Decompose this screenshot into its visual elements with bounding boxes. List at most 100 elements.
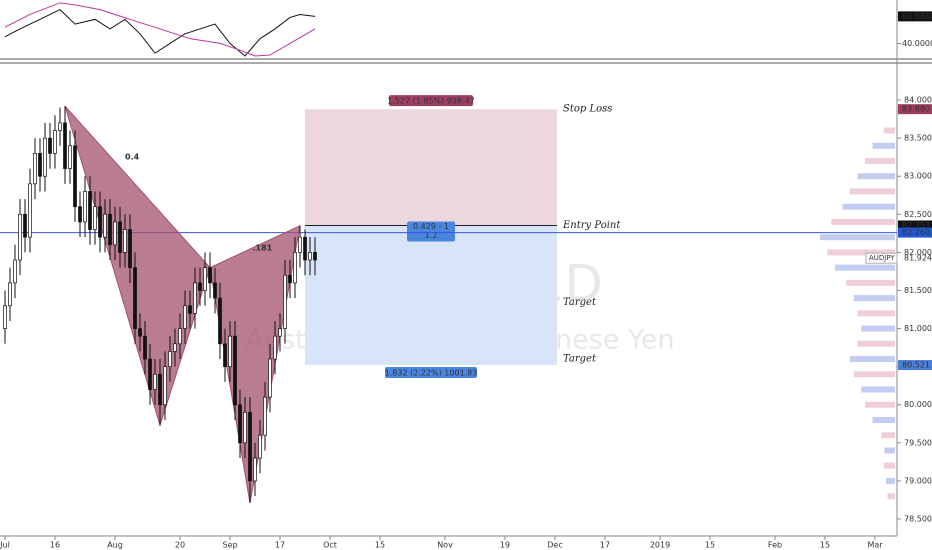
- x-tick-label: Feb: [768, 541, 782, 550]
- candle-body: [293, 252, 297, 284]
- candle-body: [158, 373, 162, 406]
- x-tick-label: 15: [705, 541, 715, 550]
- candle-body: [78, 206, 82, 223]
- symbol-tag: [865, 252, 898, 264]
- osc-tick-label: 40.0000: [902, 39, 932, 48]
- volume-bar: [820, 234, 895, 241]
- ratio-label: 1.2: [425, 231, 438, 240]
- candle-body: [18, 213, 22, 261]
- x-tick-label: 16: [50, 541, 60, 550]
- pattern-label: 0.4: [125, 153, 140, 162]
- candle-body: [223, 343, 227, 368]
- candle-body: [188, 305, 192, 314]
- x-tick-label: Jul: [0, 541, 10, 550]
- target-label: 1.832 (2.22%) 1001.83: [385, 369, 478, 378]
- candle-body: [3, 305, 7, 329]
- candle-body: [103, 213, 107, 238]
- volume-bar: [853, 295, 895, 302]
- candle-body: [133, 267, 137, 329]
- candle-body: [238, 404, 242, 444]
- price-tag-label: 82.353: [902, 221, 930, 230]
- volume-bar: [861, 325, 895, 332]
- candle-body: [143, 335, 147, 360]
- candle-body: [193, 282, 197, 314]
- candle-body: [98, 206, 102, 238]
- x-tick-label: 17: [275, 541, 285, 550]
- y-tick-label: 81.000: [904, 324, 932, 333]
- y-tick-label: 84.000: [904, 96, 932, 105]
- x-tick-label: 20: [175, 541, 185, 550]
- price-tag: [898, 360, 932, 371]
- candle-body: [128, 229, 132, 268]
- candle-body: [28, 183, 32, 238]
- candle-body: [208, 267, 212, 284]
- candle-body: [8, 282, 12, 307]
- volume-bar: [865, 401, 895, 408]
- candle-body: [308, 252, 312, 261]
- y-tick-label: 83.500: [904, 134, 932, 143]
- candle-body: [268, 358, 272, 398]
- osc-tick-label: 60.0860: [902, 12, 932, 21]
- volume-bar: [850, 356, 895, 363]
- osc-tag: [898, 11, 932, 22]
- price-tag: [898, 220, 932, 231]
- candle-body: [283, 274, 287, 329]
- x-tick-label: 19: [500, 541, 510, 550]
- symbol-tag-label: 81.924: [904, 254, 932, 263]
- candle-body: [163, 366, 167, 406]
- y-tick-label: 81.500: [904, 286, 932, 295]
- volume-bar: [861, 386, 895, 393]
- candle-body: [13, 259, 17, 284]
- target-zone: [305, 225, 557, 366]
- stop-label: 1.527 (1.85%) 998.47: [387, 97, 475, 106]
- candle-body: [243, 412, 247, 444]
- stop-zone: [305, 109, 557, 226]
- price-tag-label: 82.260: [902, 228, 930, 237]
- candle-body: [303, 236, 307, 261]
- volume-bar: [857, 310, 895, 317]
- volume-bar: [886, 477, 895, 484]
- candle-body: [278, 328, 282, 337]
- volume-bar: [883, 127, 895, 134]
- volume-bar: [850, 188, 895, 195]
- candle-body: [198, 282, 202, 291]
- x-tick-label: 15: [375, 541, 385, 550]
- price-tag-label: 80.521: [902, 361, 930, 370]
- x-tick-label: 17: [600, 541, 610, 550]
- price-tag-label: 83.880: [902, 105, 930, 114]
- candle-body: [168, 351, 172, 368]
- candle-body: [63, 122, 67, 169]
- candle-body: [258, 434, 262, 459]
- volume-bar: [872, 142, 895, 149]
- candle-body: [233, 335, 237, 406]
- candle-body: [23, 213, 27, 238]
- x-tick-label: 15: [820, 541, 830, 550]
- candle-body: [83, 191, 87, 223]
- volume-bar: [831, 218, 895, 225]
- target-label-box: [385, 367, 477, 379]
- y-tick-label: 80.000: [904, 400, 932, 409]
- ratio-label: 0.429 - 1: [413, 222, 449, 231]
- candle-body: [113, 221, 117, 246]
- candle-body: [313, 252, 317, 261]
- annotation: Target: [563, 354, 597, 365]
- y-tick-label: 82.500: [904, 210, 932, 219]
- candle-body: [248, 412, 252, 482]
- candle-body: [93, 206, 97, 230]
- symbol-tag-name: AUDJPY: [869, 254, 895, 262]
- candle-body: [228, 335, 232, 368]
- price-tag: [898, 104, 932, 115]
- x-tick-label: Aug: [107, 541, 123, 550]
- volume-bar: [846, 279, 895, 286]
- candle-body: [173, 343, 177, 352]
- candle-body: [68, 145, 72, 169]
- candle-body: [58, 122, 62, 131]
- candle-body: [203, 267, 207, 291]
- x-tick-label: 2019: [650, 541, 670, 550]
- candle-body: [153, 373, 157, 390]
- y-tick-label: 78.500: [904, 515, 932, 524]
- volume-bar: [857, 173, 895, 180]
- oscillator-line: [4, 2, 316, 57]
- candle-body: [263, 396, 267, 436]
